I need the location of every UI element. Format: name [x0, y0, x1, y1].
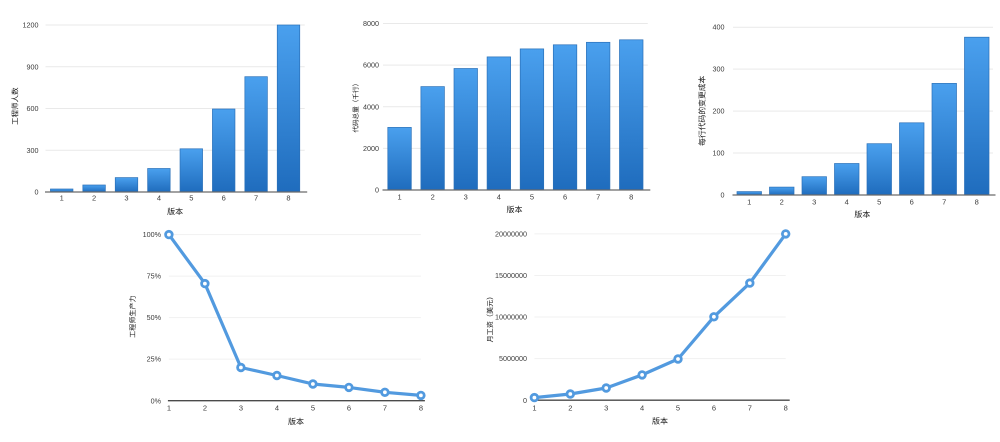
svg-text:1200: 1200 [23, 21, 39, 30]
svg-text:3: 3 [464, 192, 468, 201]
svg-text:4: 4 [157, 193, 161, 202]
svg-text:20000000: 20000000 [495, 229, 527, 238]
svg-text:0: 0 [35, 188, 39, 197]
svg-text:4: 4 [497, 192, 501, 201]
svg-text:10000000: 10000000 [495, 313, 527, 322]
svg-text:6: 6 [563, 192, 567, 201]
svg-text:100: 100 [713, 149, 725, 158]
svg-text:5: 5 [189, 193, 193, 202]
svg-text:5: 5 [530, 192, 534, 201]
svg-text:2: 2 [92, 193, 96, 202]
svg-text:300: 300 [713, 65, 725, 74]
svg-text:600: 600 [27, 104, 39, 113]
svg-text:4: 4 [640, 403, 644, 412]
svg-text:7: 7 [748, 403, 752, 412]
svg-text:8: 8 [629, 192, 633, 201]
svg-text:8: 8 [419, 404, 423, 413]
svg-text:1: 1 [747, 198, 751, 207]
svg-text:200: 200 [713, 107, 725, 116]
svg-text:3: 3 [604, 403, 608, 412]
svg-text:8: 8 [784, 403, 788, 412]
svg-text:1: 1 [167, 404, 171, 413]
svg-text:0: 0 [523, 396, 527, 405]
svg-text:6000: 6000 [363, 61, 379, 70]
svg-text:2000: 2000 [363, 144, 379, 153]
svg-text:6: 6 [222, 193, 226, 202]
svg-text:75%: 75% [147, 272, 162, 281]
svg-text:1: 1 [60, 193, 64, 202]
svg-text:300: 300 [27, 146, 39, 155]
svg-text:6: 6 [910, 198, 914, 207]
svg-text:400: 400 [713, 23, 725, 32]
svg-text:7: 7 [383, 404, 387, 413]
svg-text:0%: 0% [151, 397, 162, 406]
svg-text:5000000: 5000000 [499, 354, 527, 363]
svg-text:3: 3 [239, 404, 243, 413]
svg-text:7: 7 [254, 193, 258, 202]
svg-text:5: 5 [311, 404, 315, 413]
svg-text:7: 7 [942, 198, 946, 207]
svg-text:5: 5 [877, 198, 881, 207]
svg-text:2: 2 [431, 192, 435, 201]
svg-text:4: 4 [845, 198, 849, 207]
svg-text:7: 7 [596, 192, 600, 201]
svg-text:4000: 4000 [363, 102, 379, 111]
svg-text:15000000: 15000000 [495, 271, 527, 280]
svg-text:8: 8 [286, 193, 290, 202]
svg-text:900: 900 [27, 62, 39, 71]
svg-text:8: 8 [975, 198, 979, 207]
svg-text:50%: 50% [147, 313, 162, 322]
svg-text:0: 0 [375, 186, 379, 195]
svg-text:2: 2 [203, 404, 207, 413]
svg-text:3: 3 [124, 193, 128, 202]
svg-text:6: 6 [712, 403, 716, 412]
svg-text:3: 3 [812, 198, 816, 207]
svg-text:4: 4 [275, 404, 279, 413]
svg-text:2: 2 [780, 198, 784, 207]
svg-text:25%: 25% [147, 355, 162, 364]
svg-text:1: 1 [397, 192, 401, 201]
svg-text:8000: 8000 [363, 19, 379, 28]
svg-text:2: 2 [568, 403, 572, 412]
svg-text:6: 6 [347, 404, 351, 413]
svg-text:1: 1 [532, 403, 536, 412]
svg-text:100%: 100% [143, 230, 162, 239]
svg-text:5: 5 [676, 403, 680, 412]
svg-text:0: 0 [721, 191, 725, 200]
